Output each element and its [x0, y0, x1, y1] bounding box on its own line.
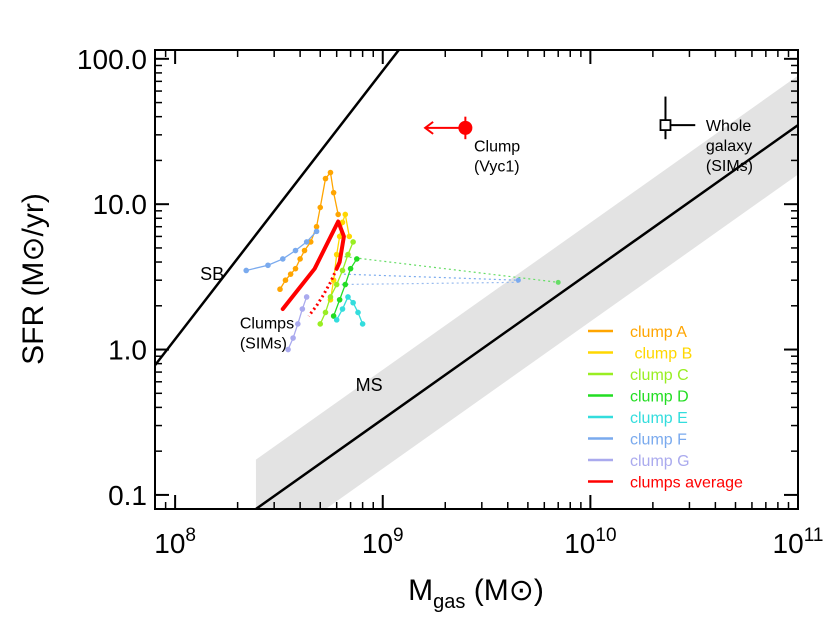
plot-frame: [154, 49, 799, 510]
x-tick-label: 108: [154, 525, 196, 559]
clump-A-point: [327, 169, 334, 176]
clump-D-point: [330, 313, 337, 319]
clump-A-point: [330, 189, 337, 196]
galaxy-point: [659, 119, 672, 131]
clump-C-point: [333, 281, 340, 288]
clump-A-point: [322, 175, 329, 182]
clump-E-point: [345, 294, 351, 300]
clump-A-point: [287, 271, 294, 277]
clump-F-point: [313, 228, 320, 235]
clump-C-point: [345, 251, 351, 258]
clump-A-point: [301, 247, 308, 254]
clump-C-point: [327, 294, 334, 300]
legend-label: clumps average: [630, 475, 743, 492]
clump-A-point: [282, 277, 289, 283]
clump-E-point: [333, 317, 340, 323]
whole-galaxy-sims-label: galaxy: [706, 138, 752, 155]
clump-A-point: [297, 256, 303, 262]
x-axis-title: Mgas (M⊙): [408, 574, 544, 613]
clump-C-point: [317, 321, 324, 327]
clump-G-point: [299, 306, 306, 312]
ms-relation-line: [255, 124, 798, 509]
clump-D-point: [336, 296, 343, 303]
sb-label: SB: [200, 264, 224, 284]
legend-label: clump D: [630, 389, 689, 406]
clump-A-point: [313, 223, 320, 230]
clump-D-point: [347, 265, 354, 272]
clump-vyc1-label: (Vyc1): [474, 159, 520, 176]
dotted-link-3: [336, 281, 519, 286]
clump-F-point: [243, 267, 250, 274]
clump-C-point: [350, 239, 356, 245]
clump-A-point: [317, 204, 324, 211]
clump-C-point: [322, 309, 329, 316]
y-tick-label: 100.0: [77, 44, 147, 75]
whole-galaxy-sims-label: (SIMs): [706, 158, 753, 175]
clump-D-point: [354, 256, 360, 262]
ms-label: MS: [356, 375, 383, 395]
clump-D-point: [342, 281, 349, 288]
clump-A-point: [307, 239, 314, 245]
clump-A-point: [277, 286, 283, 293]
clump-F-point: [265, 262, 271, 269]
clump-G-point: [290, 335, 296, 341]
vyc1-point: [458, 120, 473, 135]
clump-F-point: [279, 256, 286, 262]
legend-label: clump E: [630, 410, 688, 427]
x-tick-label: 1011: [773, 525, 824, 559]
clumps-average-line: [280, 219, 346, 312]
clump-B-point: [346, 233, 353, 240]
ms-scatter-band: [255, 75, 798, 509]
sb-relation-line: [155, 50, 401, 366]
clump-G-point: [285, 346, 291, 353]
legend-label: clump F: [630, 432, 687, 449]
clump-A-point: [335, 211, 341, 218]
clumps-sims-label: Clumps: [240, 315, 294, 332]
y-tick-label: 0.1: [108, 480, 147, 511]
clump-E-point: [339, 306, 346, 312]
clump-B-point: [333, 251, 340, 258]
clump-F-point: [303, 239, 310, 245]
clump-F-point: [292, 247, 299, 254]
clump-vyc1-label: Clump: [474, 139, 520, 156]
vyc1-arrow-head: [423, 121, 434, 135]
whole-galaxy-sims-label: Whole: [706, 118, 751, 135]
clump-A-point: [292, 265, 299, 272]
clump-B-point: [336, 233, 343, 240]
clump-E-point: [350, 299, 356, 306]
far-point-1: [555, 279, 561, 285]
dotted-link-1: [339, 255, 559, 283]
dotted-link-2: [343, 273, 519, 281]
legend-label: clump B: [630, 346, 692, 363]
clump-C-point: [339, 267, 346, 274]
clump-A-track: [279, 171, 339, 290]
clump-G-point: [303, 294, 310, 300]
legend-label: clump G: [630, 453, 690, 470]
x-tick-label: 1010: [564, 525, 616, 559]
y-tick-label: 10.0: [93, 189, 148, 220]
legend-label: clump A: [630, 324, 687, 341]
clump-B-point: [342, 211, 349, 218]
legend-label: clump C: [630, 367, 689, 384]
y-tick-label: 1.0: [108, 335, 147, 366]
far-point-2: [515, 277, 521, 283]
clumps-sims-label: (SIMs): [240, 335, 287, 352]
clump-E-point: [359, 321, 366, 327]
clump-G-point: [295, 321, 301, 327]
clump-E-point: [355, 309, 361, 316]
clumps-average-dotted-line: [307, 268, 339, 317]
y-axis-title: SFR (M⊙/yr): [17, 193, 50, 365]
x-tick-label: 109: [362, 525, 404, 559]
